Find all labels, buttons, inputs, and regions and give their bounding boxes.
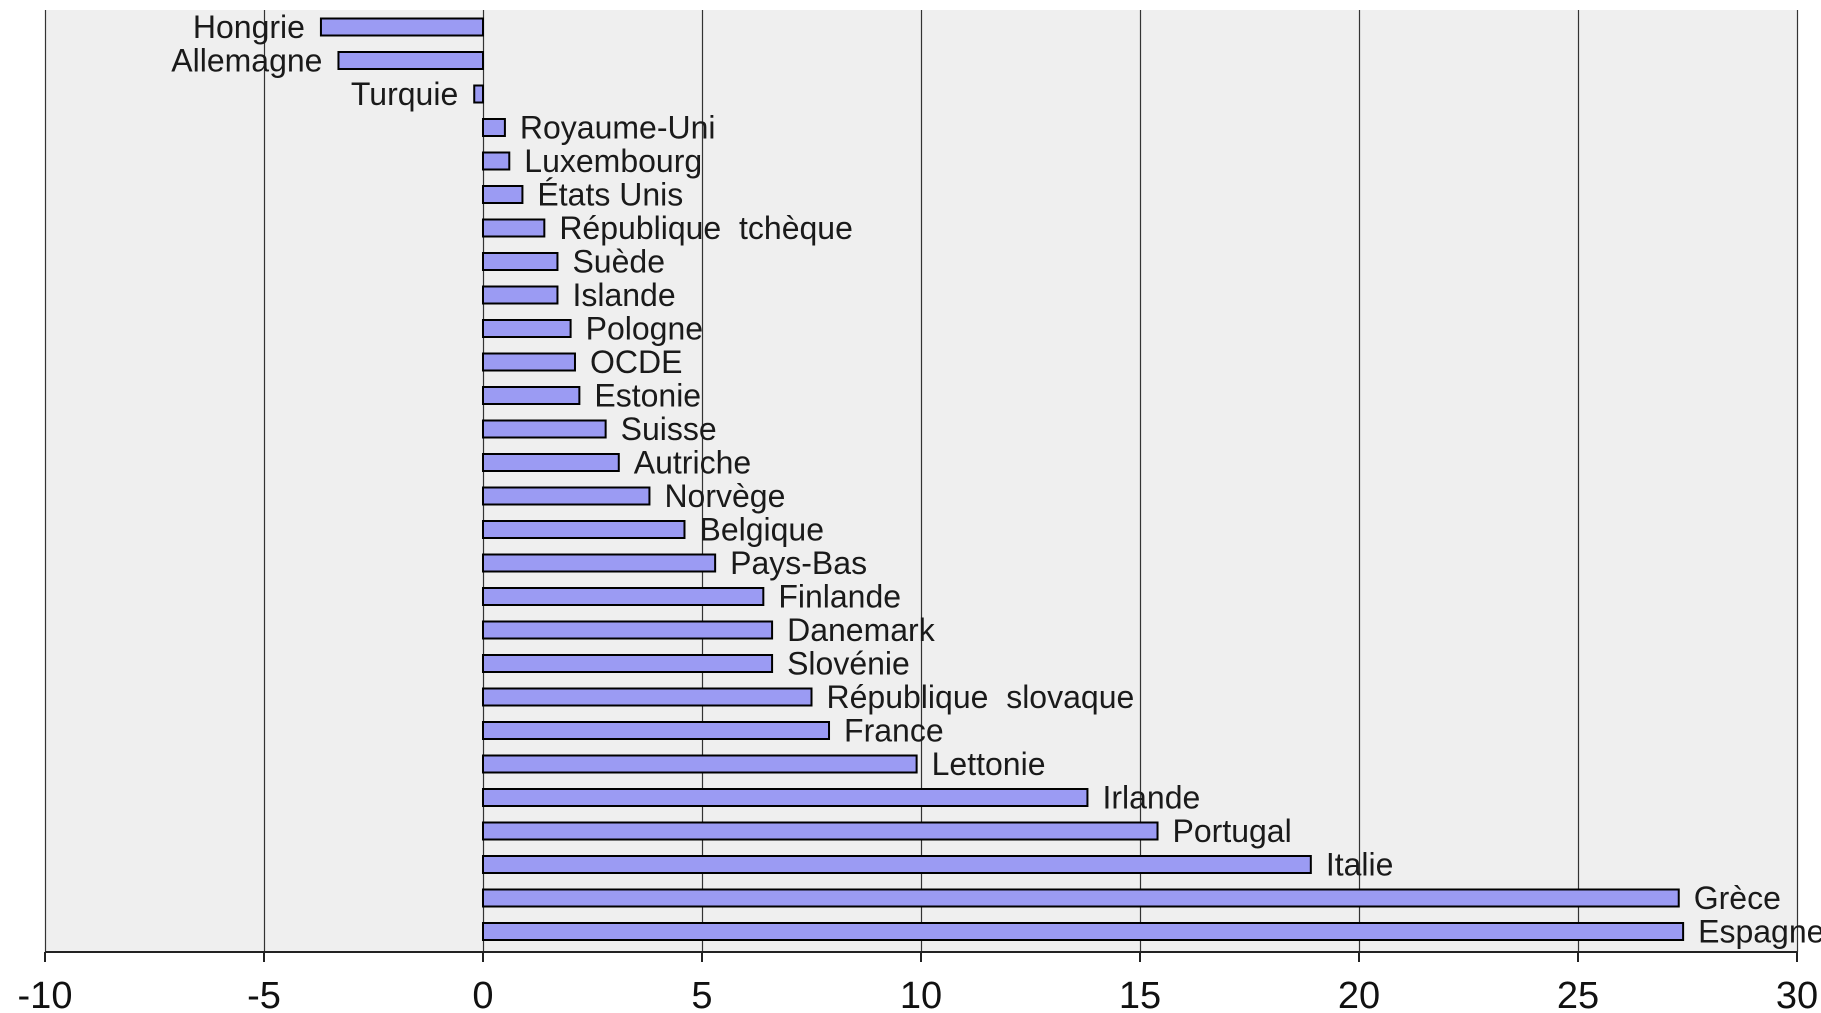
bar-label: Autriche (634, 445, 751, 481)
x-tick-label: 15 (1119, 975, 1161, 1013)
bar-label: Hongrie (193, 9, 305, 45)
bar (482, 587, 765, 606)
bar (482, 520, 686, 539)
bar (482, 218, 546, 238)
bar (482, 486, 651, 506)
bar-label: Luxembourg (524, 143, 702, 179)
bar-label: Royaume-Uni (520, 110, 716, 146)
bar-label: Belgique (699, 512, 824, 548)
bar (482, 285, 559, 305)
bar-label: Finlande (778, 579, 901, 615)
bar (482, 721, 831, 740)
bar-label: Grèce (1694, 880, 1781, 916)
bar (482, 553, 717, 573)
bar-label: Espagne (1698, 914, 1821, 950)
x-tick-label: 5 (691, 975, 712, 1013)
x-tick-label: 0 (472, 975, 493, 1013)
x-tick-label: -10 (18, 975, 73, 1013)
bar (482, 185, 524, 204)
x-axis: -10 -5 0 5 10 15 20 25 30 (18, 951, 1818, 1013)
bar (482, 151, 511, 171)
bar (482, 888, 1680, 908)
bar (482, 620, 774, 640)
bar-label: Suède (572, 244, 665, 280)
bar (319, 17, 484, 37)
bar-label: République slovaque (827, 679, 1135, 715)
bar-label: Estonie (594, 378, 701, 414)
bar (482, 252, 559, 271)
bar (482, 386, 581, 405)
x-tick-label: 30 (1776, 975, 1818, 1013)
bar-label: France (844, 713, 944, 749)
bar (482, 754, 918, 774)
bar (482, 687, 813, 707)
bar-label: Suisse (621, 411, 717, 447)
bar-label: Pologne (586, 311, 703, 347)
bar (482, 821, 1159, 841)
x-tick-label: 25 (1557, 975, 1599, 1013)
bar-label: Allemagne (171, 43, 322, 79)
bar-label: Irlande (1102, 780, 1200, 816)
bar (482, 654, 774, 673)
bar (482, 319, 572, 338)
bar (482, 118, 506, 137)
bar-label: Pays-Bas (730, 545, 867, 581)
bar-label: Turquie (351, 76, 458, 112)
bar-label: Lettonie (932, 746, 1046, 782)
bar-label: Slovénie (787, 646, 910, 682)
bar (337, 51, 484, 70)
bar (482, 419, 607, 439)
bar-label: Danemark (787, 612, 936, 648)
bar-label: États Unis (537, 177, 683, 213)
bar-label: République tchèque (559, 210, 853, 246)
bar (482, 855, 1312, 874)
x-tick-label: 10 (900, 975, 942, 1013)
bar-label: OCDE (590, 344, 682, 380)
bars (319, 17, 1685, 941)
bar (482, 922, 1685, 941)
bar (482, 453, 620, 472)
bar-label: Islande (572, 277, 675, 313)
bar (473, 84, 484, 104)
x-tick-label: 20 (1338, 975, 1380, 1013)
bar (482, 352, 576, 372)
bar-label: Portugal (1173, 813, 1292, 849)
bar-label: Norvège (664, 478, 785, 514)
bar (482, 788, 1089, 807)
bar-label: Italie (1326, 847, 1394, 883)
x-tick-label: -5 (247, 975, 281, 1013)
